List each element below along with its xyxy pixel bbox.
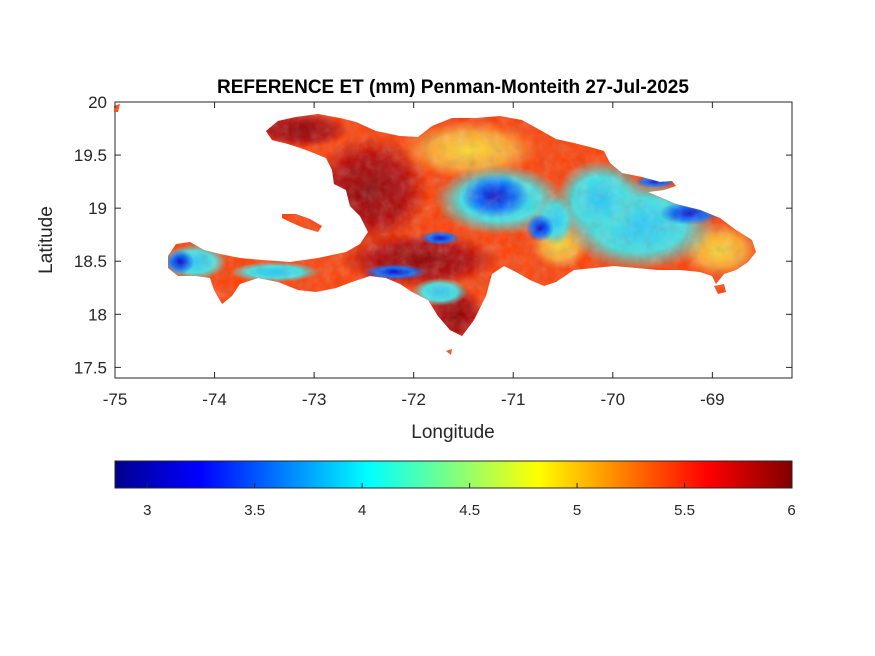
colorbar-tick-label: 4.5 xyxy=(459,502,480,519)
y-tick-label: 20 xyxy=(88,93,107,112)
colorbar-tick-label: 6 xyxy=(787,502,795,519)
colorbar-tick-label: 5 xyxy=(573,502,581,519)
x-tick-label: -69 xyxy=(700,390,725,409)
x-axis-label: Longitude xyxy=(411,422,494,443)
x-tick-label: -74 xyxy=(202,390,227,409)
x-tick-label: -71 xyxy=(501,390,526,409)
x-tick-label: -70 xyxy=(601,390,626,409)
colorbar-tick-label: 3.5 xyxy=(244,502,265,519)
y-tick-label: 18.5 xyxy=(74,252,107,271)
colorbar-tick-label: 3 xyxy=(143,502,151,519)
colorbar-tick-label: 4 xyxy=(358,502,366,519)
y-tick-label: 18 xyxy=(88,305,107,324)
colorbar-ticks: 3 3.5 4 4.5 5 5.5 6 xyxy=(143,483,796,519)
y-axis-label: Latitude xyxy=(36,206,57,274)
x-tick-label: -75 xyxy=(103,390,128,409)
colorbar xyxy=(114,460,793,489)
map-title: REFERENCE ET (mm) Penman-Monteith 27-Jul… xyxy=(217,77,689,98)
y-tick-label: 19 xyxy=(88,199,107,218)
y-ticks: 20 19.5 19 18.5 18 17.5 xyxy=(74,93,792,377)
x-ticks: -75 -74 -73 -72 -71 -70 -69 xyxy=(103,102,725,409)
y-tick-label: 17.5 xyxy=(74,358,107,377)
x-tick-label: -72 xyxy=(401,390,426,409)
x-tick-label: -73 xyxy=(302,390,327,409)
y-tick-label: 19.5 xyxy=(74,146,107,165)
colorbar-tick-label: 5.5 xyxy=(674,502,695,519)
